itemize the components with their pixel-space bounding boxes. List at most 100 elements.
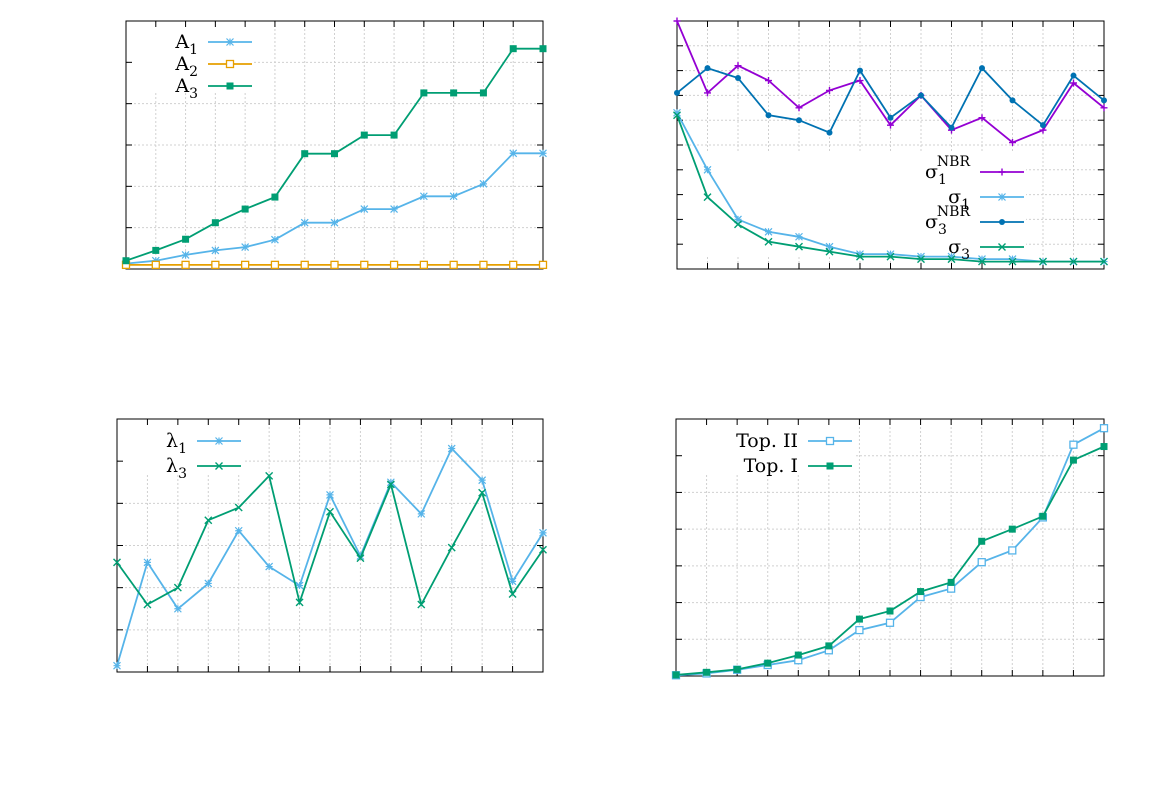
data-point [173, 604, 182, 613]
data-point [947, 578, 955, 586]
data-point [234, 526, 243, 535]
legend-marker [998, 243, 1006, 251]
data-point [450, 89, 458, 97]
data-point [886, 252, 895, 261]
data-point [703, 668, 711, 676]
data-point [825, 242, 834, 251]
data-point [978, 255, 986, 264]
data-point [300, 218, 309, 227]
data-point [271, 235, 279, 244]
data-point [479, 89, 487, 97]
legend-label: λ3 [166, 455, 187, 482]
data-point [539, 45, 547, 53]
data-point [947, 255, 956, 264]
data-point [330, 218, 339, 227]
data-point [855, 615, 863, 623]
data-point [479, 179, 488, 188]
data-point [447, 543, 456, 552]
data-point [855, 625, 864, 635]
data-point [389, 260, 399, 270]
legend-label: σ3NBR [925, 204, 970, 238]
data-point [295, 581, 304, 590]
data-point [856, 252, 864, 261]
data-point [152, 246, 160, 254]
data-point [1069, 257, 1078, 266]
data-point [151, 260, 160, 270]
legend-marker [999, 219, 1005, 225]
data-point [360, 205, 369, 213]
data-point [825, 642, 833, 650]
data-point [734, 62, 742, 70]
data-point [539, 149, 547, 158]
data-point [479, 260, 488, 270]
data-point [419, 260, 429, 270]
data-point [977, 558, 986, 567]
data-point [979, 65, 985, 72]
series-2 [113, 471, 547, 609]
legend-label: Top. I [744, 455, 798, 477]
legend-marker [826, 462, 834, 470]
data-point [241, 205, 249, 213]
series-1 [113, 444, 547, 670]
data-point [703, 193, 712, 202]
data-point [673, 111, 681, 120]
series-1 [673, 17, 1108, 147]
data-point [765, 77, 772, 85]
data-point [300, 260, 309, 270]
legend-marker [215, 437, 223, 445]
data-point [1069, 456, 1077, 464]
series-4 [673, 111, 1108, 266]
legend-marker [825, 436, 835, 446]
data-point [704, 89, 711, 97]
data-point [240, 260, 250, 270]
data-point [1040, 122, 1046, 129]
legend-marker [226, 82, 234, 90]
data-point [143, 558, 152, 567]
data-point [211, 260, 220, 270]
data-point [1009, 139, 1016, 147]
data-point [826, 86, 833, 94]
series-2 [121, 260, 548, 270]
legend-label: A2 [174, 53, 198, 80]
data-point [271, 193, 279, 201]
data-point [360, 131, 368, 139]
legend-marker [215, 462, 223, 470]
data-point [509, 149, 518, 158]
series-3 [674, 65, 1107, 136]
data-point [885, 618, 895, 627]
legend-label: σ1NBR [925, 154, 970, 188]
data-point [672, 671, 680, 679]
data-point [887, 121, 894, 129]
legend-label: A3 [174, 75, 198, 102]
data-point [143, 600, 152, 609]
data-point [420, 89, 428, 97]
data-point [508, 577, 517, 586]
data-point [360, 260, 369, 270]
data-point [978, 537, 986, 545]
legend-marker [225, 59, 235, 69]
data-point [417, 509, 426, 518]
data-point [204, 579, 213, 588]
data-point [113, 558, 121, 567]
data-point [295, 598, 304, 607]
series-2 [672, 443, 1108, 679]
data-point [978, 257, 986, 266]
data-point [113, 661, 121, 670]
data-point [390, 131, 398, 139]
data-point [1039, 257, 1047, 266]
data-point [1100, 443, 1108, 451]
data-point [449, 260, 458, 270]
data-point [265, 562, 274, 571]
data-point [478, 488, 487, 497]
data-point [947, 252, 956, 261]
data-point [1008, 255, 1017, 264]
data-point [1101, 97, 1107, 104]
legend-background [130, 23, 254, 93]
data-point [1008, 257, 1017, 266]
data-point [917, 255, 925, 264]
legend-marker [998, 168, 1006, 176]
data-point [946, 584, 956, 593]
data-point [703, 165, 712, 174]
data-point [856, 250, 864, 259]
